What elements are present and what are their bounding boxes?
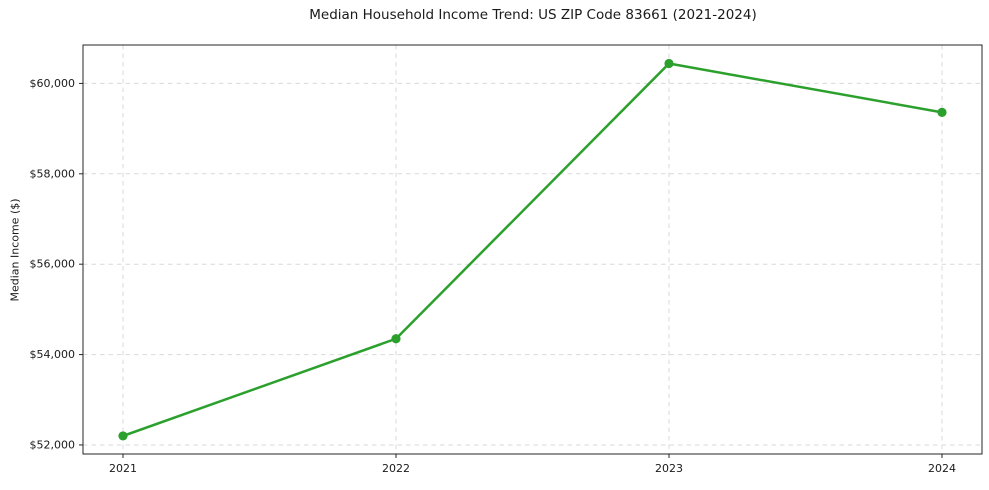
y-tick-label: $54,000 bbox=[30, 348, 76, 361]
x-tick-label: 2022 bbox=[382, 462, 410, 475]
data-point-2022 bbox=[391, 334, 401, 344]
x-tick-label: 2024 bbox=[928, 462, 956, 475]
x-tick-label: 2023 bbox=[655, 462, 683, 475]
income-trend-line bbox=[121, 62, 944, 438]
y-tick-label: $52,000 bbox=[30, 438, 76, 451]
data-point-2021 bbox=[118, 431, 128, 441]
y-tick-label: $60,000 bbox=[30, 77, 76, 90]
chart-title: Median Household Income Trend: US ZIP Co… bbox=[309, 7, 757, 23]
y-tick-label: $58,000 bbox=[30, 167, 76, 180]
plot-border bbox=[82, 44, 983, 455]
data-point-2023 bbox=[664, 58, 674, 69]
data-point-2024 bbox=[937, 107, 947, 117]
y-tick-label: $56,000 bbox=[30, 258, 76, 271]
x-tick-label: 2021 bbox=[109, 462, 137, 475]
